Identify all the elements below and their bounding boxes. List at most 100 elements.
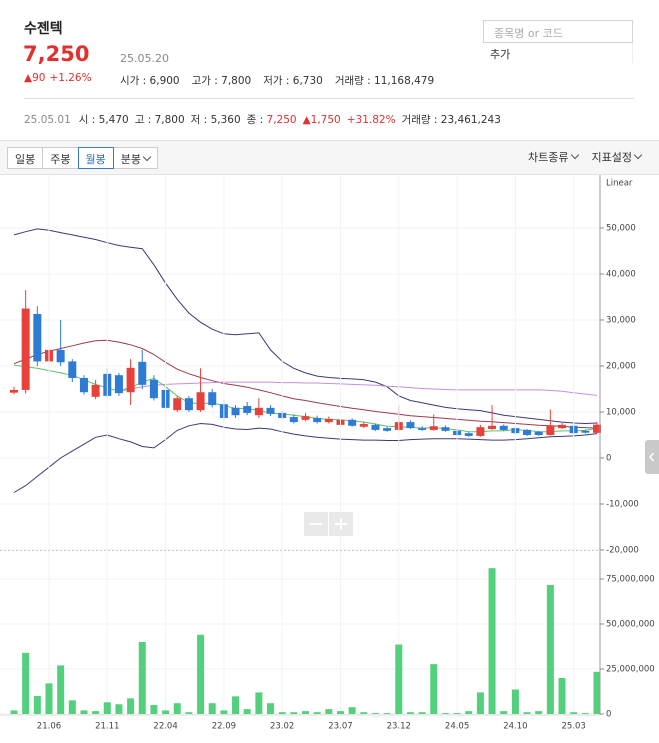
candle-body: [21, 308, 30, 390]
candle-body: [476, 427, 485, 436]
scale-label: Linear: [606, 179, 633, 189]
stat-label: 저가 :: [263, 75, 290, 87]
stat-label: 고가 :: [191, 75, 218, 87]
period-button[interactable]: 월봉: [77, 147, 114, 169]
candle-body: [359, 423, 368, 427]
volume-bar: [150, 705, 158, 714]
volume-bar: [197, 634, 205, 714]
candle-body: [558, 424, 567, 429]
stat-value: 11,168,479: [374, 75, 435, 87]
candle-info: 25.05.01 시 : 5,470 고 : 7,800 저 : 5,360 종 : 7…: [24, 112, 507, 127]
side-tab[interactable]: [645, 440, 659, 474]
volume-bar: [22, 652, 30, 714]
candle-body: [33, 314, 42, 362]
candle-body: [254, 407, 263, 416]
volume-bar: [290, 712, 298, 714]
candle-value: 23,461,243: [440, 114, 501, 126]
menu-label: 지표설정: [591, 151, 632, 164]
stats: 시가 : 6,900 고가 : 7,800 저가 : 6,730 거래량 : 11,1…: [120, 73, 446, 88]
menu[interactable]: 지표설정: [591, 150, 643, 164]
candle-body: [149, 379, 158, 399]
candle-body: [488, 425, 497, 430]
candle-body: [173, 398, 182, 411]
y-tick-label: 0: [606, 710, 611, 720]
chevron: [633, 150, 643, 160]
volume-bar: [127, 698, 135, 714]
volume-bar: [92, 711, 100, 714]
volume-bar: [208, 703, 216, 714]
x-tick-label: 22.09: [212, 722, 236, 732]
stat-label: 시가 :: [120, 75, 147, 87]
x-tick-label: 23.02: [270, 722, 294, 732]
y-tick-label: 0: [606, 454, 611, 464]
candle-value: ▲1,750: [302, 114, 341, 126]
stat: 저가 : 6,730: [263, 75, 323, 87]
candle-body: [114, 375, 123, 394]
candle-label: 고 :: [134, 114, 152, 126]
indicator-line: [13, 422, 598, 493]
add-button[interactable]: 추가: [483, 43, 633, 63]
volume-bar: [593, 671, 601, 714]
candle-body: [348, 419, 357, 426]
volume-bar: [336, 711, 344, 714]
volume-bar: [103, 702, 111, 714]
volume-bar: [313, 712, 321, 714]
candle-body: [126, 367, 135, 393]
toolbar: 일봉 주봉 월봉 분봉 차트종류 지표설정: [0, 140, 659, 175]
period-button[interactable]: 주봉: [42, 147, 79, 169]
y-tick-label: 50,000: [606, 224, 636, 234]
period-label: 월봉: [85, 153, 106, 166]
change-amount: ▲90: [24, 72, 46, 84]
volume-bar: [255, 692, 263, 714]
search-input[interactable]: 종목명 or 코드: [483, 20, 633, 43]
volume-bar: [453, 713, 461, 714]
candle-body: [138, 361, 147, 385]
period-button[interactable]: 분봉: [112, 147, 158, 169]
volume-bar: [465, 711, 473, 714]
stat: 시가 : 6,900: [120, 75, 180, 87]
candle-item: +31.82%: [347, 114, 396, 126]
price-change: ▲90 +1.26%: [24, 72, 96, 84]
volume-bar: [500, 711, 508, 714]
volume-bar: [418, 712, 426, 714]
y-tick-label: 20,000: [606, 362, 636, 372]
candle-body: [464, 433, 473, 436]
x-tick-label: 22.04: [153, 722, 177, 732]
candle-body: [371, 424, 380, 430]
menu-label: 차트종류: [528, 151, 569, 164]
stat-value: 7,800: [221, 75, 252, 87]
candle-value: 5,360: [210, 114, 241, 126]
volume-bar: [185, 712, 193, 714]
volume-bar: [33, 696, 41, 714]
candle-value: 7,800: [154, 114, 185, 126]
volume-bar: [57, 665, 65, 714]
volume-bar: [430, 664, 438, 714]
volume-bar: [302, 711, 309, 714]
y-tick-label: 25,000,000: [606, 665, 655, 675]
candle-body: [441, 427, 450, 431]
period-button[interactable]: 일봉: [7, 147, 44, 169]
x-tick-label: 25.03: [562, 722, 586, 732]
indicator-line: [13, 228, 598, 425]
y-tick-label: 40,000: [606, 270, 636, 280]
candle-item: 저 : 5,360: [191, 114, 241, 126]
chart: -20,000 -10,000 0 10,000 20,000 30,000 40,000 5…: [0, 175, 655, 732]
menu[interactable]: 차트종류: [528, 150, 579, 164]
stat-value: 6,900: [149, 75, 180, 87]
candle-body: [289, 417, 298, 423]
volume-bar: [162, 710, 170, 714]
x-tick-label: 21.06: [37, 722, 61, 732]
candle-body: [68, 361, 77, 378]
volume-bar: [511, 689, 519, 714]
candle-body: [499, 425, 508, 430]
x-tick-label: 24.10: [503, 722, 527, 732]
volume-bar: [406, 712, 414, 714]
candle-item: 거래량 : 23,461,243: [402, 114, 501, 126]
candle-body: [523, 429, 532, 435]
volume-bar: [115, 704, 123, 714]
side-tab-icon: [649, 452, 655, 462]
volume-bar: [45, 683, 53, 714]
candle-label: 종 :: [246, 114, 264, 126]
y-tick-label: 30,000: [606, 316, 636, 326]
